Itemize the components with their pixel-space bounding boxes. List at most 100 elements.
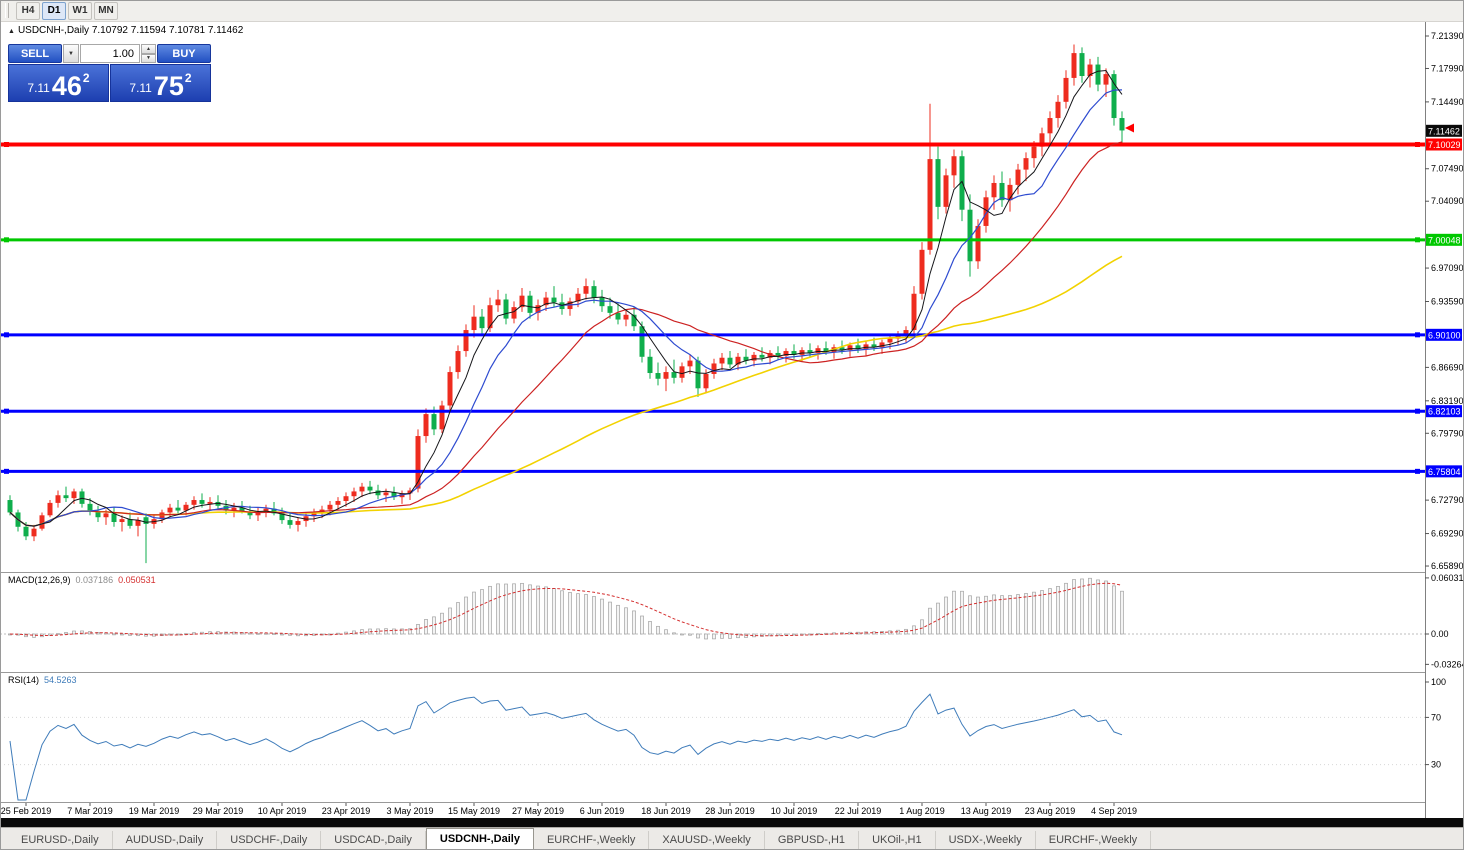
toolbar-grip[interactable] [5, 3, 9, 18]
svg-text:29 Mar 2019: 29 Mar 2019 [193, 806, 244, 816]
svg-text:7.07490: 7.07490 [1431, 164, 1464, 174]
chart-tab-usdchf-daily[interactable]: USDCHF-,Daily [217, 831, 322, 850]
buy-button[interactable]: BUY [157, 44, 211, 63]
volume-increment-button[interactable]: ▲ [141, 44, 156, 54]
macd-indicator-label: MACD(12,26,9) 0.037186 0.050531 [8, 575, 156, 585]
volume-decrement-button[interactable]: ▼ [141, 53, 156, 63]
svg-text:6.65890: 6.65890 [1431, 561, 1464, 571]
svg-text:27 May 2019: 27 May 2019 [512, 806, 564, 816]
svg-text:23 Apr 2019: 23 Apr 2019 [322, 806, 371, 816]
price-tag-6.75804 [1426, 465, 1462, 478]
svg-text:6.82103: 6.82103 [1428, 407, 1461, 417]
svg-text:7 Mar 2019: 7 Mar 2019 [67, 806, 113, 816]
svg-text:6.83190: 6.83190 [1431, 396, 1464, 406]
timeframe-buttons-group: H4 D1 W1 MN [16, 1, 120, 20]
chart-tab-usdcad-daily[interactable]: USDCAD-,Daily [321, 831, 426, 850]
svg-text:6.72790: 6.72790 [1431, 495, 1464, 505]
svg-text:25 Feb 2019: 25 Feb 2019 [1, 806, 52, 816]
chart-tab-eurchf-weekly[interactable]: EURCHF-,Weekly [534, 831, 650, 850]
svg-text:6.93590: 6.93590 [1431, 296, 1464, 306]
volume-dropdown-button[interactable]: ▼ [63, 44, 79, 63]
panel-collapse-icon[interactable]: ▲ [8, 28, 15, 35]
svg-text:7.11462: 7.11462 [1428, 126, 1460, 136]
price-tag-6.82103 [1426, 405, 1462, 418]
svg-text:15 May 2019: 15 May 2019 [448, 806, 500, 816]
sell-price-small: 7.11 [27, 81, 50, 95]
chevron-down-icon: ▼ [68, 50, 74, 57]
horizontal-lines-layer [0, 141, 1464, 474]
ma-line-55 [9, 255, 1123, 527]
svg-text:7.14490: 7.14490 [1431, 97, 1464, 107]
macd-signal-line [9, 582, 1123, 637]
price-arrow-icon [1125, 123, 1134, 133]
svg-text:22 Jul 2019: 22 Jul 2019 [835, 806, 882, 816]
svg-text:7.00048: 7.00048 [1428, 235, 1461, 245]
timeframe-button-d1[interactable]: D1 [42, 1, 66, 20]
sell-price-sup: 2 [82, 71, 90, 85]
sell-price-display[interactable]: 7.11 46 2 [8, 64, 109, 102]
svg-text:7.17990: 7.17990 [1431, 63, 1464, 73]
svg-text:28 Jun 2019: 28 Jun 2019 [705, 806, 755, 816]
svg-text:7.21390: 7.21390 [1431, 31, 1464, 41]
rsi-value: 54.5263 [44, 675, 77, 685]
svg-text:30: 30 [1431, 760, 1441, 770]
svg-text:23 Aug 2019: 23 Aug 2019 [1025, 806, 1076, 816]
chart-tab-gbpusd-h1[interactable]: GBPUSD-,H1 [765, 831, 860, 850]
chart-title: ▲ USDCNH-,Daily 7.10792 7.11594 7.10781 7… [8, 25, 243, 36]
ma-line-10 [9, 89, 1123, 527]
sell-button[interactable]: SELL [8, 44, 62, 63]
chart-tab-eurchf-weekly[interactable]: EURCHF-,Weekly [1036, 831, 1152, 850]
buy-price-big: 75 [153, 71, 184, 102]
chart-tab-usdx-weekly[interactable]: USDX-,Weekly [936, 831, 1036, 850]
svg-text:4 Sep 2019: 4 Sep 2019 [1091, 806, 1137, 816]
timeframe-button-h4[interactable]: H4 [16, 1, 40, 20]
svg-text:70: 70 [1431, 712, 1441, 722]
price-tag-6.90100 [1426, 328, 1462, 341]
chart-tab-ukoil-h1[interactable]: UKOil-,H1 [859, 831, 936, 850]
svg-text:-0.032648: -0.032648 [1431, 659, 1464, 669]
rsi-line [9, 693, 1123, 801]
svg-text:0.00: 0.00 [1431, 629, 1449, 639]
svg-text:6.90100: 6.90100 [1428, 330, 1461, 340]
buy-price-small: 7.11 [129, 81, 152, 95]
macd-name: MACD(12,26,9) [8, 575, 71, 585]
ma-line-22 [9, 141, 1123, 527]
svg-text:10 Apr 2019: 10 Apr 2019 [258, 806, 307, 816]
svg-text:1 Aug 2019: 1 Aug 2019 [899, 806, 945, 816]
svg-text:6.79790: 6.79790 [1431, 428, 1464, 438]
svg-text:7.10029: 7.10029 [1428, 140, 1461, 150]
price-tag-7.00048 [1426, 233, 1462, 246]
svg-text:19 Mar 2019: 19 Mar 2019 [129, 806, 180, 816]
chart-tab-usdcnh-daily[interactable]: USDCNH-,Daily [425, 828, 534, 850]
date-axis[interactable] [0, 803, 1425, 818]
buy-price-sup: 2 [184, 71, 192, 85]
svg-text:6.75804: 6.75804 [1428, 467, 1461, 477]
svg-text:10 Jul 2019: 10 Jul 2019 [771, 806, 818, 816]
svg-text:18 Jun 2019: 18 Jun 2019 [641, 806, 691, 816]
rsi-name: RSI(14) [8, 675, 40, 685]
macd-main-value: 0.037186 [75, 575, 114, 585]
volume-stepper: ▲ ▼ [141, 44, 156, 63]
timeframe-toolbar: H4 D1 W1 MN [0, 0, 1464, 22]
svg-text:7.04090: 7.04090 [1431, 196, 1464, 206]
svg-text:100: 100 [1431, 677, 1446, 687]
moving-averages-layer [9, 69, 1123, 527]
svg-text:0.060317: 0.060317 [1431, 573, 1464, 583]
svg-text:6 Jun 2019: 6 Jun 2019 [580, 806, 625, 816]
buy-price-display[interactable]: 7.11 75 2 [110, 64, 211, 102]
timeframe-button-mn[interactable]: MN [94, 1, 118, 20]
volume-input[interactable] [80, 44, 140, 63]
rsi-indicator-label: RSI(14) 54.5263 [8, 675, 77, 685]
ma-line-5 [9, 69, 1123, 527]
price-axis[interactable] [1426, 22, 1464, 818]
macd-pane [0, 577, 1425, 640]
timeframe-button-w1[interactable]: W1 [68, 1, 92, 20]
chart-tab-audusd-daily[interactable]: AUDUSD-,Daily [113, 831, 218, 850]
price-tag-7.10029 [1426, 138, 1462, 151]
chart-tab-xauusd-weekly[interactable]: XAUUSD-,Weekly [649, 831, 765, 850]
chart-title-text: USDCNH-,Daily 7.10792 7.11594 7.10781 7.… [17, 25, 244, 36]
chart-tab-eurusd-daily[interactable]: EURUSD-,Daily [8, 831, 113, 850]
macd-signal-value: 0.050531 [118, 575, 156, 585]
